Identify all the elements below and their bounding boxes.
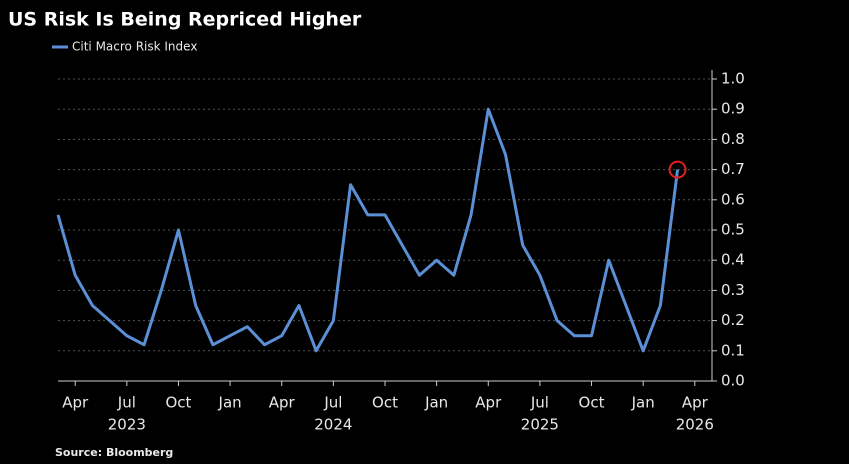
x-tick-label: Apr — [475, 394, 502, 412]
y-tick-label: 0.6 — [721, 190, 745, 208]
legend-label: Citi Macro Risk Index — [72, 40, 197, 54]
x-tick-label: Jan — [218, 394, 242, 412]
y-tick-label: 0.3 — [721, 281, 745, 299]
series-line — [56, 107, 680, 353]
highlight-circle — [668, 160, 687, 179]
x-tick-label: Jul — [323, 394, 342, 412]
x-tick-label: Apr — [682, 394, 709, 412]
y-tick-label: 1.0 — [721, 70, 745, 88]
y-tick-label: 0.2 — [721, 311, 745, 329]
x-tick-label: Jan — [424, 394, 448, 412]
chart-title: US Risk Is Being Repriced Higher — [8, 9, 362, 31]
x-tick-label: Apr — [62, 394, 89, 412]
x-year-label: 2023 — [108, 416, 146, 434]
x-tick-label: Oct — [166, 394, 192, 412]
source: Source: Bloomberg — [55, 446, 173, 459]
x-year-label: 2024 — [314, 416, 352, 434]
x-tick-label: Jul — [117, 394, 136, 412]
x-tick-label: Apr — [269, 394, 296, 412]
y-tick-label: 0.7 — [721, 160, 745, 178]
x-year-label: 2026 — [676, 416, 714, 434]
y-tick-label: 0.4 — [721, 251, 745, 269]
y-tick-label: 0.1 — [721, 341, 745, 359]
x-year-label: 2025 — [521, 416, 559, 434]
y-tick-label: 0.8 — [721, 130, 745, 148]
x-tick-label: Jul — [530, 394, 549, 412]
y-tick-label: 0.9 — [721, 100, 745, 118]
x-tick-label: Oct — [372, 394, 398, 412]
x-tick-label: Oct — [579, 394, 605, 412]
y-tick-label: 0.0 — [721, 372, 745, 390]
y-tick-label: 0.5 — [721, 221, 745, 239]
x-tick-label: Jan — [631, 394, 655, 412]
